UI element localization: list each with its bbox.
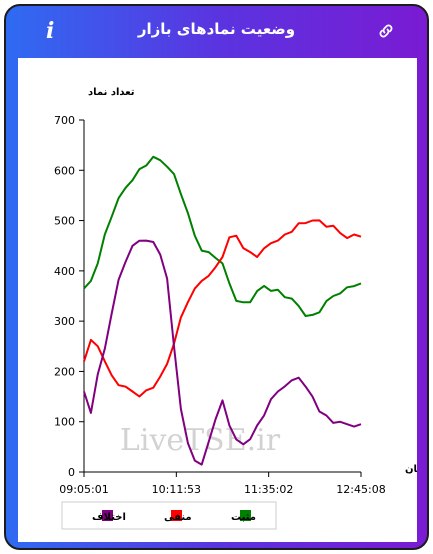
y-tick-label: 400 [54,265,75,278]
legend-swatch-1 [240,510,251,521]
x-tick-label: 11:35:02 [244,483,293,496]
market-status-card: وضعیت نمادهای بازار i تعداد نماد زمان Li… [4,4,429,550]
chart-panel: تعداد نماد زمان LiveTSE.ir 0 100 200 300 400… [18,58,427,542]
y-tick-label: 700 [54,114,75,127]
legend-swatch-2 [171,510,182,521]
y-axis-label: تعداد نماد [88,87,135,98]
legend: مثبت منفی اختلاف [61,501,277,530]
y-tick-label: 100 [54,416,75,429]
info-icon[interactable]: i [46,18,55,44]
series-line-3 [83,239,362,466]
x-axis-label: زمان [405,464,417,475]
line-chart: تعداد نماد زمان LiveTSE.ir 0 100 200 300 400… [54,87,427,530]
y-tick-label: 500 [54,215,75,228]
x-tick-label: 09:05:01 [59,483,108,496]
x-tick-label: 10:11:53 [152,483,201,496]
legend-swatch-3 [102,510,113,521]
legend-label-3: اختلاف [92,512,126,523]
y-tick-label: 600 [54,164,75,177]
legend-label-1: مثبت [231,512,256,523]
series-line-1 [83,155,362,317]
card-header: وضعیت نمادهای بازار i [6,6,427,58]
watermark: LiveTSE.ir [120,423,281,458]
y-tick-label: 0 [68,466,75,479]
legend-label-2: منفی [164,512,192,523]
y-tick-label: 200 [54,365,75,378]
x-tick-label: 12:45:08 [336,483,385,496]
card-title: وضعیت نمادهای بازار [137,20,296,38]
y-tick-label: 300 [54,315,75,328]
link-icon[interactable] [377,22,395,40]
series-line-2 [83,219,362,398]
